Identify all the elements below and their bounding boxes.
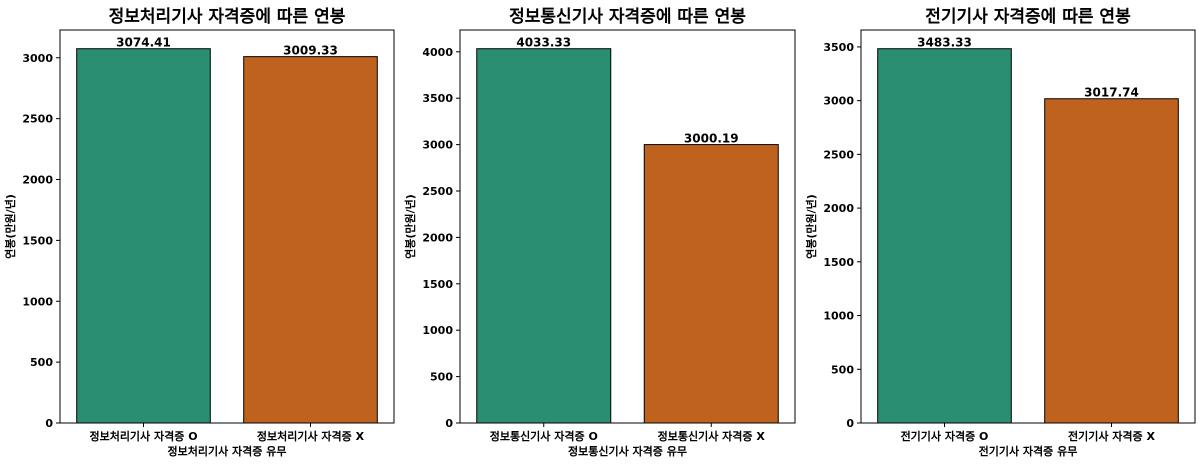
y-tick-label: 500 [831, 363, 854, 376]
x-tick-label: 정보처리기사 자격증 O [89, 429, 197, 443]
x-axis-label: 정보통신기사 자격증 유무 [568, 444, 687, 458]
y-axis-label: 연봉(만원/년) [3, 194, 17, 259]
data-label: 3000.19 [684, 132, 739, 146]
chart-panel-3: 전기기사 자격증에 따른 연봉 3483.33 전기기사 자격증 O 3017.74 전… [804, 7, 1196, 458]
plot-frame [459, 29, 796, 424]
y-tick-label: 2500 [823, 148, 854, 161]
y-tick-label: 3500 [823, 41, 854, 54]
data-label: 4033.33 [516, 36, 571, 50]
data-label: 3017.74 [1084, 86, 1139, 100]
y-tick-label: 3000 [22, 52, 53, 65]
y-tick-label: 0 [846, 417, 854, 430]
y-tick-label: 2500 [22, 113, 53, 126]
y-tick-label: 1500 [823, 256, 854, 269]
y-tick-label: 3500 [422, 92, 453, 105]
x-tick-label: 정보통신기사 자격증 O [490, 429, 598, 443]
y-tick-label: 2000 [422, 231, 453, 244]
y-tick-label: 4000 [422, 46, 453, 59]
chart-title: 정보처리기사 자격증에 따른 연봉 [109, 7, 346, 27]
bar-with-cert [877, 48, 1012, 424]
y-tick-label: 1000 [823, 310, 854, 323]
y-tick-label: 3000 [823, 95, 854, 108]
x-tick-label: 정보처리기사 자격증 X [257, 429, 365, 443]
bar-without-cert [643, 144, 779, 424]
x-tick-label: 정보통신기사 자격증 X [658, 429, 766, 443]
y-tick-label: 0 [45, 417, 53, 430]
bar-without-cert [243, 56, 378, 424]
data-label: 3483.33 [917, 36, 972, 50]
chart-panel-1: 정보처리기사 자격증에 따른 연봉 3074.41 정보처리기사 자격증 O 3009… [3, 7, 395, 458]
y-tick-label: 0 [445, 417, 453, 430]
y-tick-label: 2000 [823, 202, 854, 215]
plot-frame [860, 29, 1196, 424]
chart-title: 정보통신기사 자격증에 따른 연봉 [509, 7, 746, 27]
x-tick-label: 전기기사 자격증 X [1068, 429, 1155, 443]
y-tick-label: 500 [430, 371, 453, 384]
x-axis-label: 정보처리기사 자격증 유무 [168, 444, 287, 458]
y-tick-label: 1500 [22, 234, 53, 247]
y-tick-label: 2500 [422, 185, 453, 198]
bar-without-cert [1044, 98, 1179, 424]
y-tick-label: 1000 [22, 295, 53, 308]
chart-panel-2: 정보통신기사 자격증에 따른 연봉 4033.33 정보통신기사 자격증 O 3000… [403, 7, 796, 458]
x-tick-label: 전기기사 자격증 O [901, 429, 989, 443]
y-tick-label: 500 [30, 356, 53, 369]
y-tick-label: 3000 [422, 139, 453, 152]
y-axis-label: 연봉(만원/년) [804, 194, 818, 259]
bar-with-cert [476, 48, 612, 424]
plot-frame [59, 29, 395, 424]
y-tick-label: 1500 [422, 278, 453, 291]
y-tick-label: 1000 [422, 324, 453, 337]
data-label: 3074.41 [116, 36, 171, 50]
x-axis-label: 전기기사 자격증 유무 [979, 444, 1078, 458]
chart-title: 전기기사 자격증에 따른 연봉 [925, 7, 1131, 27]
bar-with-cert [76, 48, 211, 424]
data-label: 3009.33 [283, 44, 338, 58]
y-axis-label: 연봉(만원/년) [403, 194, 417, 259]
y-tick-label: 2000 [22, 174, 53, 187]
